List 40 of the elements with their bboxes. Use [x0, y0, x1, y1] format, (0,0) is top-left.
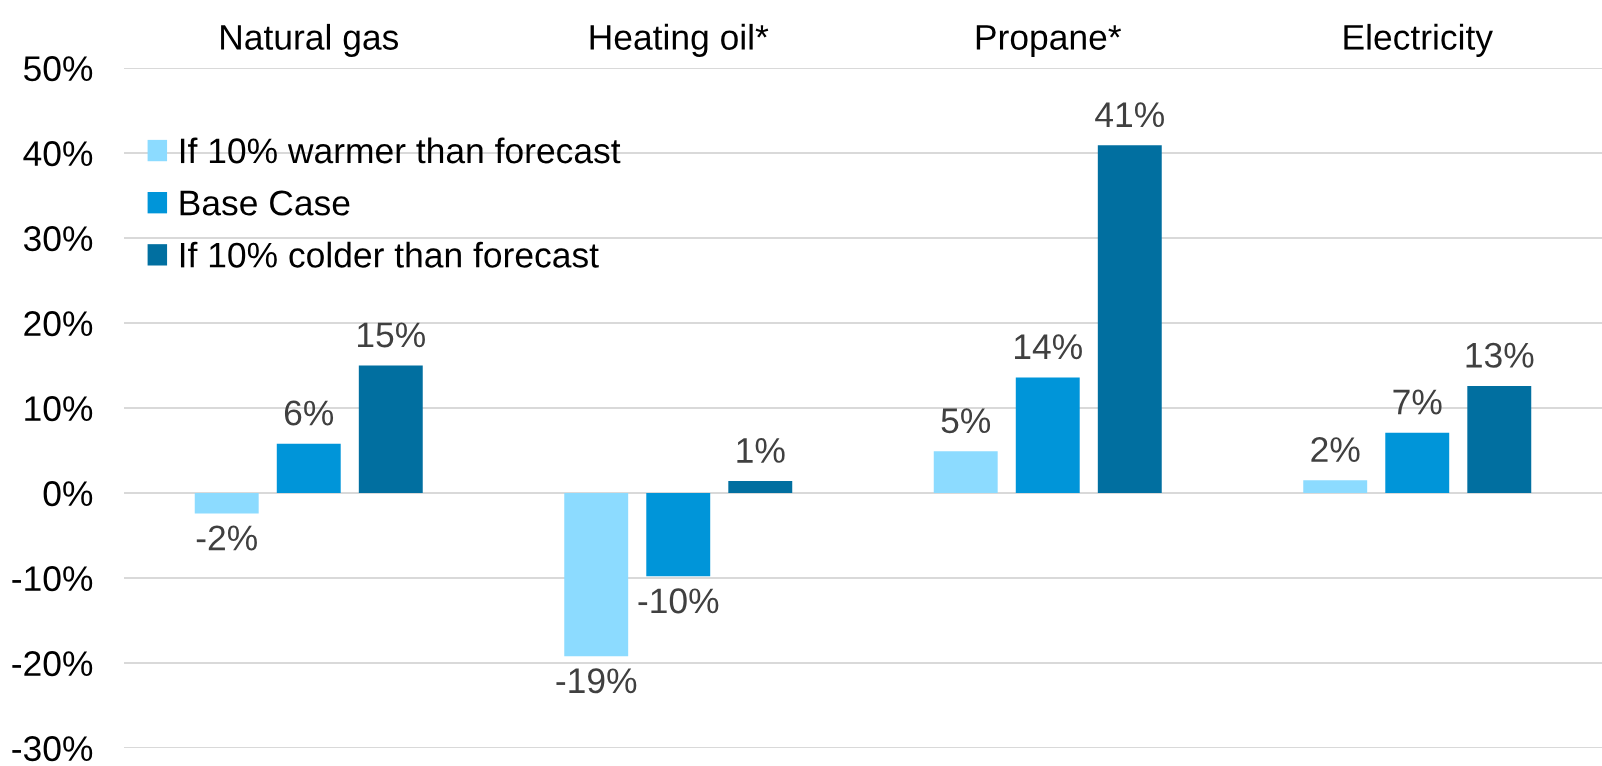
- legend-label: If 10% warmer than forecast: [180, 137, 621, 164]
- data-label: 2%: [1311, 437, 1360, 462]
- bar: [933, 451, 998, 493]
- bar: [1385, 432, 1450, 493]
- data-label: -10%: [638, 588, 719, 614]
- bar: [1467, 385, 1532, 493]
- data-label: 41%: [1095, 102, 1164, 128]
- data-label: 13%: [1466, 342, 1534, 368]
- y-tick-label: 0%: [43, 481, 93, 507]
- y-tick-label: 20%: [24, 311, 93, 337]
- data-label: -19%: [556, 668, 637, 694]
- data-label: 7%: [1393, 389, 1442, 415]
- bar: [564, 493, 629, 657]
- y-tick-label: 40%: [23, 141, 93, 167]
- bar: [1015, 377, 1080, 493]
- x-tick-label: Electricity: [1344, 23, 1493, 57]
- bar: [194, 493, 259, 514]
- legend-label: If 10% colder than forecast: [180, 241, 599, 268]
- bar: [358, 365, 423, 493]
- bar: [1303, 480, 1368, 493]
- x-tick-label: Natural gas: [221, 23, 399, 57]
- data-label: 6%: [284, 400, 334, 426]
- y-tick-label: -30%: [12, 736, 93, 762]
- data-label: 14%: [1015, 334, 1082, 360]
- y-tick-label: -10%: [12, 566, 93, 592]
- legend-label: Base Case: [180, 190, 350, 216]
- bar: [276, 443, 341, 493]
- x-tick-label: Propane*: [976, 25, 1122, 57]
- y-tick-label: 30%: [23, 226, 93, 252]
- y-tick-label: 10%: [25, 396, 93, 422]
- y-tick-label: 50%: [23, 56, 93, 82]
- y-tick-label: -20%: [12, 651, 93, 677]
- data-label: 15%: [358, 322, 425, 348]
- bar: [1097, 145, 1162, 493]
- data-label: 5%: [941, 408, 991, 434]
- data-label: 1%: [737, 438, 785, 463]
- bar: [646, 493, 711, 577]
- data-label: -2%: [196, 525, 257, 551]
- bar: [728, 481, 793, 493]
- x-tick-label: Heating oil*: [590, 23, 769, 57]
